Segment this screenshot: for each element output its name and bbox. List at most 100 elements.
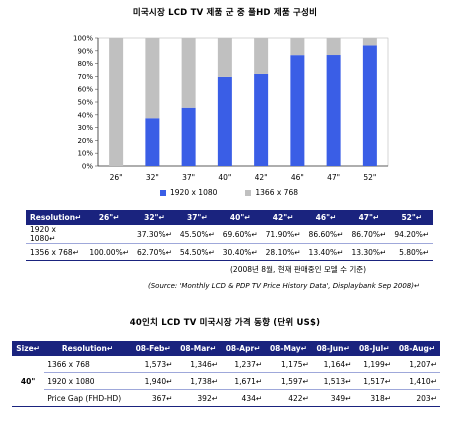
table-header-cell: 42"↵ [261, 210, 305, 225]
chart-legend: 1920 x 1080 1366 x 768 [160, 188, 298, 197]
table-cell: 1,517↵ [354, 372, 395, 390]
table-cell [85, 225, 133, 244]
table-cell: 30.40%↵ [218, 243, 262, 261]
y-tick-label: 50% [77, 99, 93, 107]
bar-hd [326, 38, 341, 56]
table-cell: 69.60%↵ [218, 225, 262, 244]
table-cell: 1,597↵ [265, 372, 312, 390]
bar-hd [145, 38, 160, 119]
table-cell: 203↵ [394, 389, 440, 407]
legend-label-fhd: 1920 x 1080 [170, 188, 218, 197]
legend-item-hd: 1366 x 768 [245, 188, 298, 197]
table-header-cell: Size↵ [12, 341, 45, 356]
table-cell: 1,738↵ [175, 372, 222, 390]
table-cell: Price Gap (FHD-HD) [44, 389, 131, 407]
table-header-row: Resolution↵ 26"↵ 32"↵ 37"↵ 40"↵ 42"↵ 46"↵ 47"↵ 5… [26, 210, 434, 225]
table-header-cell: 40"↵ [218, 210, 262, 225]
table-header-cell: 26"↵ [85, 210, 133, 225]
table-header-cell: 37"↵ [175, 210, 219, 225]
table-header-cell: 08-Aug↵ [394, 341, 440, 356]
table-cell: 1,513↵ [311, 372, 355, 390]
table-cell: 94.20%↵ [390, 225, 434, 244]
table-cell: 28.10%↵ [261, 243, 305, 261]
bar-fhd [326, 55, 341, 166]
table-cell: 1920 x 1080↵ [26, 225, 86, 244]
x-tick-label: 46" [291, 173, 304, 182]
x-tick-label: 32" [146, 173, 159, 182]
bar-fhd [254, 73, 269, 166]
table-cell: 1,237↵ [221, 356, 266, 373]
table-header-cell: 08-Jun↵ [311, 341, 355, 356]
table-cell: 1920 x 1080 [44, 372, 131, 390]
y-tick-label: 40% [77, 111, 93, 119]
table-cell: 1,940↵ [130, 372, 176, 390]
table-header-cell: 46"↵ [304, 210, 348, 225]
resolution-share-table: Resolution↵ 26"↵ 32"↵ 37"↵ 40"↵ 42"↵ 46"↵ 47"↵ 5… [26, 210, 434, 261]
legend-item-fhd: 1920 x 1080 [160, 188, 217, 197]
table-cell: 392↵ [175, 389, 222, 407]
table-cell: 86.70%↵ [347, 225, 391, 244]
bar-hd [181, 38, 196, 108]
price-trend-table: Size↵ Resolution↵ 08-Feb↵ 08-Mar↵ 08-Apr↵ 08-… [12, 341, 440, 407]
table-header-row: Size↵ Resolution↵ 08-Feb↵ 08-Mar↵ 08-Apr↵ 08-… [12, 341, 440, 356]
table-cell: 45.50%↵ [175, 225, 219, 244]
table-row: Price Gap (FHD-HD) 367↵ 392↵ 434↵ 422↵ 349↵ 31… [12, 389, 440, 407]
table-header-cell: 47"↵ [347, 210, 391, 225]
table-row: 1356 x 768↵ 100.00%↵ 62.70%↵ 54.50%↵ 30.40%↵… [26, 243, 434, 261]
bar-hd [362, 38, 377, 46]
table-cell: 86.60%↵ [304, 225, 348, 244]
table2-title: 40인치 LCD TV 미국시장 가격 동향 (단위 US$) [129, 318, 321, 328]
table-cell: 13.30%↵ [347, 243, 391, 261]
table-cell: 318↵ [354, 389, 395, 407]
x-tick-label: 40" [218, 173, 231, 182]
table-cell: 349↵ [311, 389, 355, 407]
table-cell: 1366 x 768 [44, 356, 131, 373]
table-cell: 1,207↵ [394, 356, 440, 373]
source-note: (Source: 'Monthly LCD & PDP TV Price His… [148, 282, 420, 290]
table-cell: 367↵ [130, 389, 176, 407]
table-header-cell: 08-May↵ [265, 341, 312, 356]
bar-fhd [290, 55, 305, 166]
table-cell: 1356 x 768↵ [26, 243, 86, 261]
legend-swatch-hd [245, 189, 252, 196]
bar-fhd [181, 107, 196, 166]
stacked-bar-chart: 100% 90% 80% 70% 60% 50% 40% 30% 20% 10% 0% 26" 32" 3… [73, 35, 389, 182]
table-cell: 422↵ [265, 389, 312, 407]
y-tick-label: 30% [77, 124, 93, 132]
x-tick-label: 26" [110, 173, 123, 182]
bar-hd [217, 38, 232, 77]
table-cell: 5.80%↵ [390, 243, 434, 261]
y-tick-label: 100% [73, 35, 93, 43]
table-row: 1920 x 1080 1,940↵ 1,738↵ 1,671↵ 1,597↵ 1,513… [12, 372, 440, 390]
table-header-cell: 08-Mar↵ [175, 341, 222, 356]
table-cell: 37.30%↵ [132, 225, 176, 244]
y-tick-label: 70% [77, 73, 93, 81]
table-cell: 1,199↵ [354, 356, 395, 373]
table-note: (2008년 8월, 현재 판매중인 모델 수 기준) [230, 265, 367, 274]
table-cell: 13.40%↵ [304, 243, 348, 261]
table-cell: 434↵ [221, 389, 266, 407]
table-cell: 1,175↵ [265, 356, 312, 373]
y-tick-label: 80% [77, 60, 93, 68]
table-cell: 1,410↵ [394, 372, 440, 390]
bar-hd [109, 38, 124, 166]
x-tick-label: 37" [182, 173, 195, 182]
table-cell: 62.70%↵ [132, 243, 176, 261]
table-header-cell: 08-Apr↵ [221, 341, 266, 356]
table-cell: 71.90%↵ [261, 225, 305, 244]
bar-hd [254, 38, 269, 74]
y-tick-label: 10% [77, 150, 93, 158]
y-tick-label: 0% [82, 163, 93, 171]
y-tick-label: 60% [77, 86, 93, 94]
table-cell: 54.50%↵ [175, 243, 219, 261]
size-cell: 40" [12, 356, 45, 407]
table-header-cell: 08-Feb↵ [130, 341, 176, 356]
table-header-cell: Resolution↵ [26, 210, 86, 225]
legend-swatch-fhd [160, 189, 166, 196]
table-header-cell: 32"↵ [132, 210, 176, 225]
bar-fhd [145, 118, 160, 166]
table-cell: 1,671↵ [221, 372, 266, 390]
table-header-cell: Resolution↵ [44, 341, 131, 356]
legend-label-hd: 1366 x 768 [255, 188, 298, 197]
table-cell: 100.00%↵ [85, 243, 133, 261]
